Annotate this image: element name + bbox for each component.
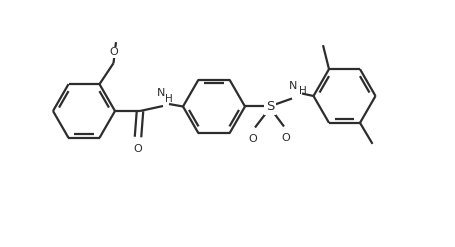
Text: O: O (133, 144, 142, 153)
Text: H: H (298, 86, 306, 97)
Text: O: O (109, 47, 118, 57)
Text: S: S (265, 100, 273, 113)
Text: N: N (288, 82, 297, 91)
Text: H: H (165, 94, 172, 104)
Text: N: N (157, 88, 165, 98)
Text: O: O (281, 133, 290, 143)
Text: O: O (248, 134, 257, 144)
